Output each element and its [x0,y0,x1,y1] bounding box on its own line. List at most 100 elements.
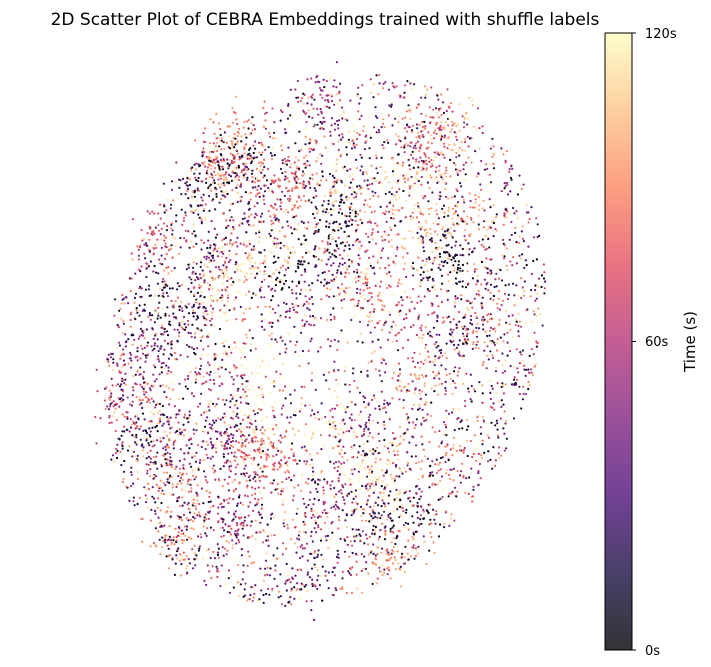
scatter-point [217,288,220,291]
scatter-point [209,437,212,440]
scatter-point [483,265,486,269]
scatter-point [243,280,246,283]
scatter-point [261,450,265,453]
scatter-point [337,123,340,126]
scatter-point [521,225,524,228]
scatter-point [396,458,399,461]
scatter-point [297,262,300,265]
scatter-point [504,208,507,211]
scatter-point [194,272,197,275]
scatter-point [434,355,437,358]
scatter-point [468,137,471,140]
scatter-point [204,127,207,130]
scatter-point [496,302,499,305]
scatter-point [512,417,516,420]
scatter-point [342,418,345,421]
scatter-point [167,420,170,423]
scatter-point [303,531,306,534]
scatter-point [359,488,362,491]
scatter-point [361,173,364,176]
scatter-point [206,313,209,316]
scatter-point [264,127,267,130]
scatter-point [228,219,232,222]
scatter-point [454,366,457,369]
scatter-point [453,195,456,198]
scatter-point [242,312,245,315]
scatter-point [300,288,303,291]
scatter-point [236,122,239,126]
scatter-point [295,284,298,288]
scatter-point [339,271,342,274]
scatter-point [126,416,129,419]
scatter-point [317,113,320,116]
scatter-point [225,243,229,246]
scatter-point [481,296,484,299]
scatter-point [359,169,362,172]
scatter-point [420,423,423,426]
scatter-point [243,434,246,438]
scatter-point [274,180,277,183]
scatter-point [480,302,483,305]
scatter-point [300,243,303,246]
scatter-point [190,487,193,490]
scatter-point [286,527,289,530]
scatter-point [389,490,392,493]
scatter-point [329,234,332,237]
scatter-point [421,337,424,340]
scatter-point [242,243,245,246]
scatter-point [440,93,443,96]
scatter-point [345,514,348,517]
scatter-point [416,511,419,514]
scatter-point [353,191,356,194]
scatter-point [383,445,386,448]
scatter-point [180,208,183,211]
scatter-point [380,156,383,159]
scatter-point [346,476,349,479]
scatter-point [335,169,338,172]
scatter-point [506,216,509,219]
scatter-point [445,175,448,178]
scatter-point [221,358,224,361]
scatter-point [456,173,459,176]
scatter-point [287,103,290,106]
scatter-point [439,468,442,471]
scatter-point [242,126,245,129]
scatter-point [139,373,142,376]
scatter-point [406,428,409,431]
scatter-point [340,329,343,332]
scatter-point [200,445,203,449]
scatter-point [427,313,430,316]
scatter-point [369,449,372,452]
scatter-point [426,510,429,513]
scatter-point [222,453,225,456]
scatter-point [185,528,188,531]
scatter-point [457,123,460,126]
scatter-point [183,413,187,416]
scatter-point [484,354,487,357]
scatter-point [195,451,198,454]
scatter-point [356,131,359,135]
scatter-point [539,313,542,316]
scatter-point [231,106,234,110]
scatter-point [320,122,324,125]
scatter-point [447,459,450,462]
scatter-point [437,344,440,348]
scatter-point [211,565,214,568]
scatter-point [489,283,493,286]
scatter-point [222,212,225,215]
scatter-point [251,128,254,131]
scatter-point [489,206,492,209]
scatter-point [216,567,219,571]
scatter-point [240,350,243,353]
scatter-point [410,230,413,233]
scatter-point [372,484,375,487]
scatter-point [329,208,332,211]
scatter-point [302,520,305,523]
scatter-point [282,301,286,304]
scatter-point [353,444,356,447]
scatter-point [448,524,451,528]
scatter-point [429,360,432,363]
scatter-point [232,410,235,413]
scatter-point [232,586,235,589]
scatter-point [264,148,267,151]
